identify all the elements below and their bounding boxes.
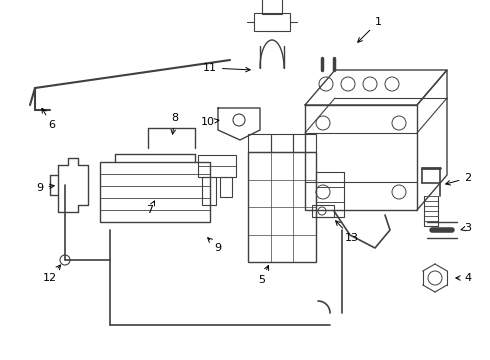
Bar: [294, 134, 316, 152]
Bar: [254, 13, 290, 31]
Bar: [220, 177, 232, 197]
Text: 12: 12: [43, 265, 61, 283]
Bar: [316, 172, 344, 187]
Text: 7: 7: [147, 201, 154, 215]
Bar: [316, 202, 344, 217]
Bar: [202, 177, 216, 205]
Text: 3: 3: [461, 223, 471, 233]
Text: 8: 8: [171, 113, 178, 134]
Text: 5: 5: [259, 266, 269, 285]
Bar: [100, 162, 210, 222]
Text: 9: 9: [208, 238, 221, 253]
Bar: [270, 134, 294, 152]
Bar: [305, 105, 417, 210]
Text: 10: 10: [201, 117, 219, 127]
Bar: [316, 187, 344, 202]
Bar: [198, 155, 236, 177]
Text: 13: 13: [336, 221, 359, 243]
Bar: [312, 205, 334, 217]
Text: 9: 9: [36, 183, 54, 193]
Text: 6: 6: [42, 108, 55, 130]
Bar: [248, 134, 270, 152]
Bar: [316, 172, 344, 217]
Text: 2: 2: [446, 173, 471, 185]
Text: 1: 1: [358, 17, 382, 42]
Bar: [262, 0, 282, 14]
Text: 11: 11: [203, 63, 250, 73]
Bar: [248, 152, 316, 262]
Text: 4: 4: [456, 273, 471, 283]
